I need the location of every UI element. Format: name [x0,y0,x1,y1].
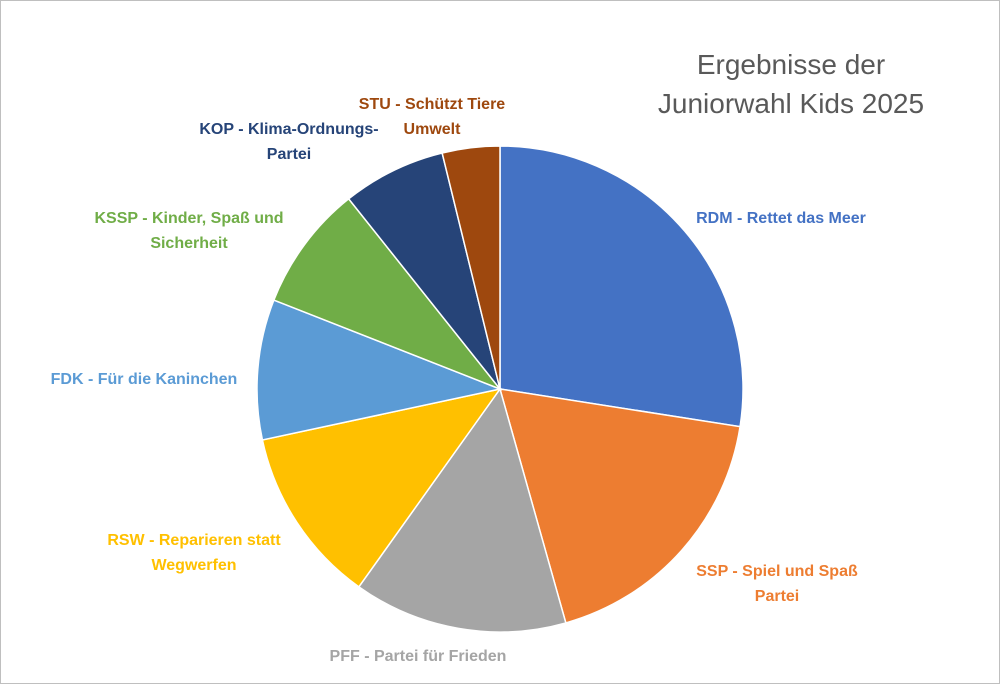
pie-slice-7 [347,152,501,390]
slice-label-2-line-1: SSP - Spiel und Spaß [696,563,858,580]
slice-label-5: FDK - Für die Kaninchen [51,371,238,388]
slice-label-1-line-1: RDM - Rettet das Meer [696,210,866,227]
pie-slice-5 [256,299,503,441]
slice-label-3-line-1: PFF - Partei für Frieden [330,648,507,665]
slice-label-2: SSP - Spiel und Spaß Partei [696,563,858,605]
slice-label-8: STU - Schützt Tiere Umwelt [359,96,505,138]
slice-label-4-line-1: RSW - Reparieren statt [107,532,281,549]
slice-label-8-line-1: STU - Schützt Tiere [359,96,505,113]
chart-title-line-1: Ergebnisse der [697,49,885,80]
slice-label-6-line-2: Sicherheit [150,235,228,252]
slice-label-7-line-1: KOP - Klima-Ordnungs- [199,121,378,138]
pie-labels: RDM - Rettet das Meer SSP - Spiel und Spa… [51,96,866,665]
slice-label-1: RDM - Rettet das Meer [696,210,866,227]
pie-slice-3 [357,387,567,633]
pie-slices [256,145,744,633]
slice-label-8-line-2: Umwelt [404,121,462,138]
pie-slice-8 [441,145,501,390]
slice-label-4-line-2: Wegwerfen [151,557,236,574]
pie-slice-6 [272,197,503,391]
pie-slice-1 [499,145,744,428]
slice-label-2-line-2: Partei [755,588,799,605]
slice-label-6-line-1: KSSP - Kinder, Spaß und [94,210,283,227]
slice-label-4: RSW - Reparieren statt Wegwerfen [107,532,281,574]
slice-label-5-line-1: FDK - Für die Kaninchen [51,371,238,388]
slice-label-3: PFF - Partei für Frieden [330,648,507,665]
slice-label-7: KOP - Klima-Ordnungs- Partei [199,121,378,163]
chart-title-line-2: Juniorwahl Kids 2025 [658,88,924,119]
slice-label-7-line-2: Partei [267,146,311,163]
pie-slice-2 [498,388,741,624]
slice-label-6: KSSP - Kinder, Spaß und Sicherheit [94,210,283,252]
pie-slice-4 [261,387,502,588]
